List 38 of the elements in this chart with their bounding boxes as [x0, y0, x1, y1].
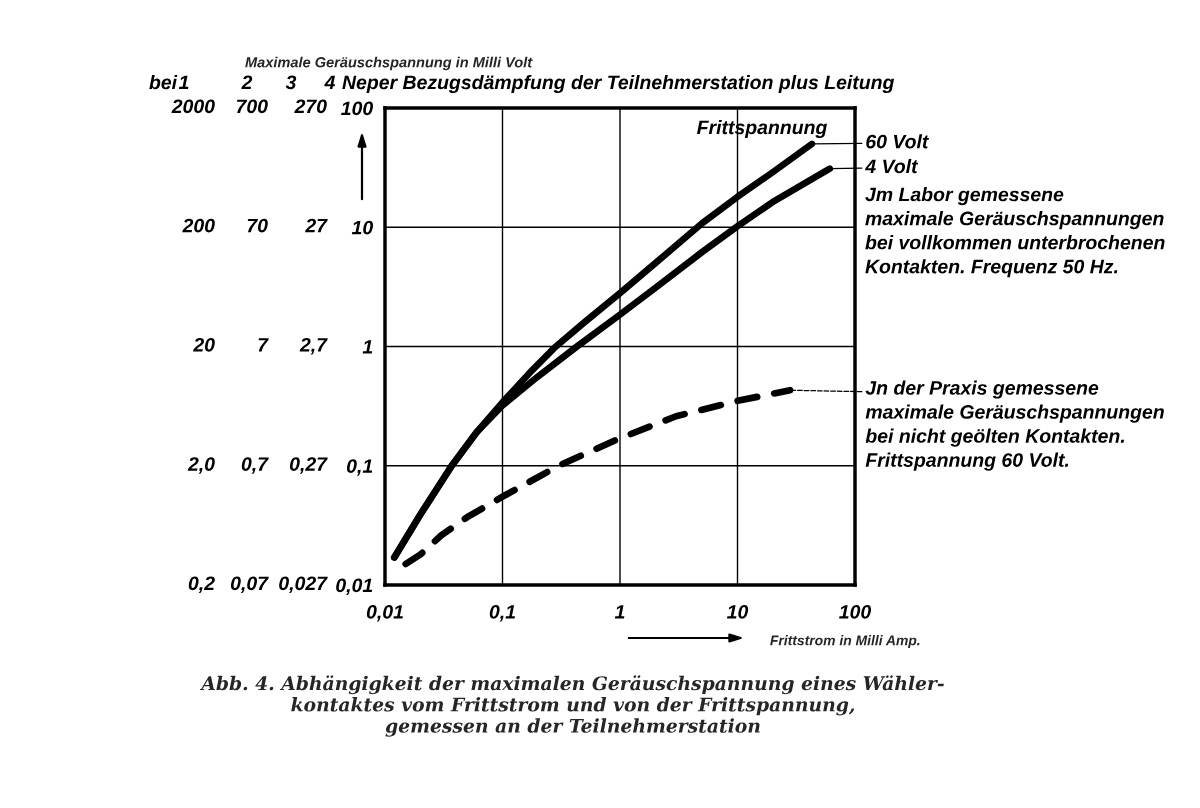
y-tick-label: 100	[341, 101, 374, 116]
text: 0,7	[241, 457, 269, 474]
text: 2000	[171, 99, 215, 114]
text: 2,7	[299, 337, 328, 355]
text: 200	[182, 218, 215, 233]
text: 0,2	[188, 576, 215, 594]
text: Abb. 4. Abhängigkeit der maximalen Geräuschspannung eines Wähler- kontaktes vom Frittstrom und von der Frittspannung, gemessen an der Teilnehmerstation	[199, 675, 944, 737]
y-tick-label: 10	[351, 220, 374, 235]
legend-label: Jn der Praxis gemessene maximale Geräuschspannungen bei nicht geölten Kontakten. Frittspannung 60 Volt.	[865, 380, 1164, 471]
x-tick-label: 100	[839, 604, 872, 619]
y-tick-label: 0,01	[336, 578, 373, 596]
text: 700	[236, 99, 268, 114]
text: 4	[324, 75, 336, 90]
x-tick-label: 0,1	[489, 604, 515, 622]
x-axis-title: Frittstrom in Milli Amp.	[770, 635, 920, 649]
text: 20	[193, 337, 215, 352]
text: 0,027	[279, 576, 328, 594]
x-tick-label: 10	[727, 604, 749, 619]
text: 0,07	[230, 576, 269, 594]
text: 70	[247, 218, 268, 233]
text: 270	[294, 99, 327, 114]
text: 7	[258, 338, 269, 352]
text: bei	[149, 74, 178, 90]
y-tick-label: 0,1	[346, 459, 373, 476]
x-tick-label: 1	[614, 605, 625, 619]
legend-label: 60 Volt	[866, 134, 930, 149]
text: 3	[285, 75, 297, 90]
text: 0,27	[289, 457, 328, 474]
text: 1	[178, 75, 189, 90]
x-tick-label: 0,01	[366, 604, 403, 622]
y-axis-title: Maximale Geräuschspannung in Milli Volt	[245, 56, 533, 71]
y-tick-label: 1	[362, 340, 373, 354]
text: 2,0	[187, 457, 215, 474]
legend-label: 4 Volt	[865, 158, 919, 174]
text: Neper Bezugsdämpfung der Teilnehmerstation plus Leitung	[342, 74, 895, 94]
text: 2	[241, 75, 253, 90]
text: Jm Labor gemessene maximale Geräuschspannungen bei vollkommen unterbrochenen Kontakten. Frequenz 50 Hz.	[865, 187, 1165, 278]
text: 27	[305, 218, 328, 233]
